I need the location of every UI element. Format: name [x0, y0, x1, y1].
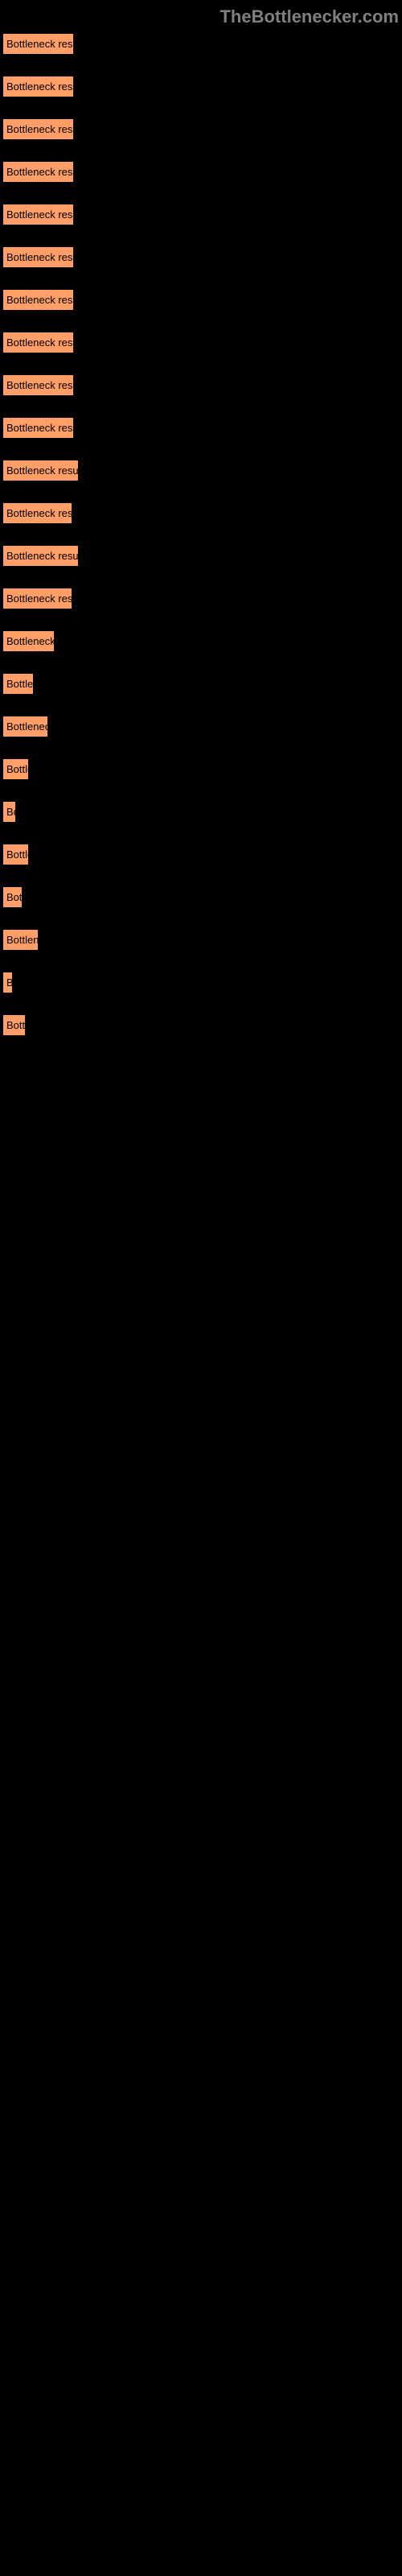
result-row: Bottleneck result: [3, 162, 399, 183]
result-row: Bottle: [3, 759, 399, 780]
bottleneck-result-box[interactable]: Bott: [3, 887, 22, 907]
bottleneck-result-box[interactable]: Bottleneck result: [3, 204, 73, 225]
bottleneck-result-box[interactable]: Bottlene: [3, 930, 38, 950]
result-row: Bottleneck result: [3, 546, 399, 567]
result-row: Bottleneck result: [3, 290, 399, 311]
bottleneck-result-box[interactable]: Bottleneck: [3, 716, 47, 737]
results-container: Bottleneck result Bottleneck result Bottle…: [0, 34, 402, 1036]
site-header: TheBottlenecker.com: [0, 0, 402, 34]
bottleneck-result-box[interactable]: Bottleneck resul: [3, 503, 72, 523]
bottleneck-result-box[interactable]: Bottle: [3, 759, 28, 779]
result-row: Bottle: [3, 844, 399, 865]
result-row: Bottleneck result: [3, 247, 399, 268]
result-row: Bottleneck result: [3, 119, 399, 140]
bottleneck-result-box[interactable]: Bottleneck result: [3, 76, 73, 97]
result-row: Bottleneck resul: [3, 503, 399, 524]
bottleneck-result-box[interactable]: Bottl: [3, 1015, 25, 1035]
bottleneck-result-box[interactable]: Bottleneck result: [3, 546, 78, 566]
result-row: Bottleneck result: [3, 460, 399, 481]
bottleneck-result-box[interactable]: Bo: [3, 802, 15, 822]
bottleneck-result-box[interactable]: Bottleneck result: [3, 332, 73, 353]
result-row: Bottleneck r: [3, 631, 399, 652]
result-row: Bottleneck result: [3, 34, 399, 55]
result-row: Bottlen: [3, 674, 399, 695]
bottleneck-result-box[interactable]: Bottlen: [3, 674, 33, 694]
bottleneck-result-box[interactable]: Bottleneck result: [3, 375, 73, 395]
result-row: Bottleneck result: [3, 375, 399, 396]
result-row: Bo: [3, 802, 399, 823]
bottleneck-result-box[interactable]: Bottleneck result: [3, 34, 73, 54]
result-row: Bottleneck result: [3, 418, 399, 439]
bottleneck-result-box[interactable]: Bottleneck result: [3, 247, 73, 267]
result-row: Bottleneck result: [3, 332, 399, 353]
result-row: Bottleneck result: [3, 76, 399, 97]
bottleneck-result-box[interactable]: Bottleneck result: [3, 290, 73, 310]
result-row: B: [3, 972, 399, 993]
result-row: Bottl: [3, 1015, 399, 1036]
bottleneck-result-box[interactable]: Bottleneck result: [3, 119, 73, 139]
result-row: Bottleneck resul: [3, 588, 399, 609]
result-row: Bottleneck result: [3, 204, 399, 225]
bottleneck-result-box[interactable]: Bottleneck result: [3, 460, 78, 481]
bottleneck-result-box[interactable]: Bottle: [3, 844, 28, 865]
bottleneck-result-box[interactable]: Bottleneck resul: [3, 588, 72, 609]
site-title: TheBottlenecker.com: [219, 6, 399, 27]
bottleneck-result-box[interactable]: B: [3, 972, 12, 993]
bottleneck-result-box[interactable]: Bottleneck r: [3, 631, 54, 651]
result-row: Bott: [3, 887, 399, 908]
bottleneck-result-box[interactable]: Bottleneck result: [3, 418, 73, 438]
result-row: Bottleneck: [3, 716, 399, 737]
bottleneck-result-box[interactable]: Bottleneck result: [3, 162, 73, 182]
result-row: Bottlene: [3, 930, 399, 951]
